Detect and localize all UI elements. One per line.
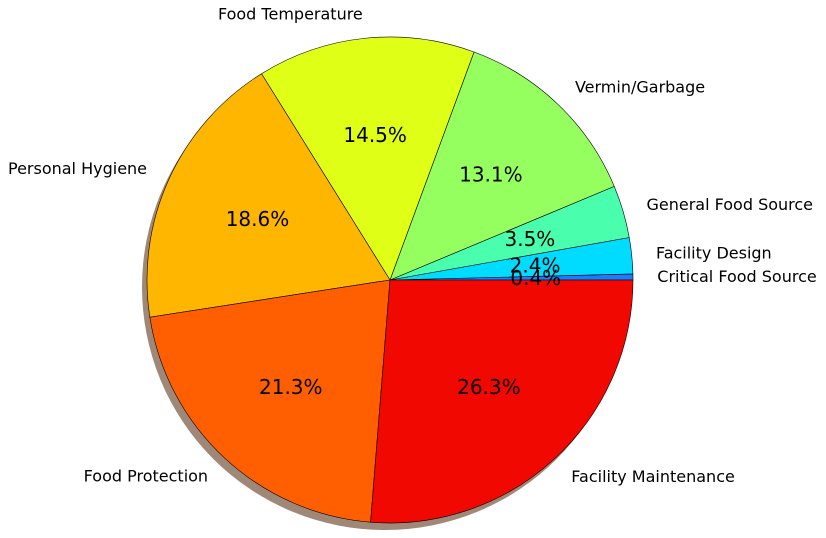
slice-percent-facility-design: 2.4% [510,253,561,277]
slice-label-critical-food-source: Critical Food Source [657,267,816,286]
slice-percent-vermin-garbage: 13.1% [459,163,523,187]
slice-percent-personal-hygiene: 18.6% [226,207,290,231]
slice-label-food-temperature: Food Temperature [218,5,363,24]
slice-label-general-food-source: General Food Source [646,195,813,214]
slice-percent-general-food-source: 3.5% [504,227,555,251]
slice-percent-facility-maintenance: 26.3% [457,375,521,399]
pie-slice-food-temperature [261,36,475,281]
slice-percent-food-temperature: 14.5% [343,123,407,147]
slice-label-vermin-garbage: Vermin/Garbage [575,78,705,97]
pie-slice-vermin-garbage [389,51,615,281]
pie-labels: Critical Food Source 0.4% Facility Design 2… [8,5,817,486]
pie-slice-personal-hygiene [146,73,391,318]
slice-percent-food-protection: 21.3% [259,375,323,399]
pie-slice-facility-maintenance [370,279,634,524]
slice-label-facility-maintenance: Facility Maintenance [571,467,735,486]
slice-label-facility-design: Facility Design [656,244,772,263]
slice-percent-critical-food-source: 0.4% [510,266,561,290]
slice-label-food-protection: Food Protection [84,466,208,485]
slice-label-personal-hygiene: Personal Hygiene [8,159,147,178]
pie-slices [146,36,634,524]
pie-slice-food-protection [149,279,391,523]
